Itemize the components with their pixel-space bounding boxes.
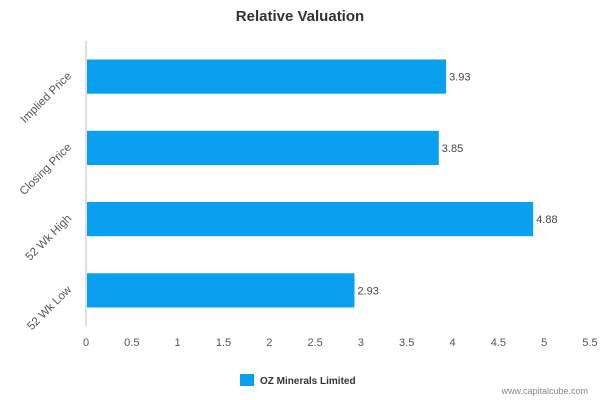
- chart-title: Relative Valuation: [236, 8, 364, 25]
- legend[interactable]: OZ Minerals Limited: [240, 374, 356, 387]
- bars-layer: 3.93 3.85 4.88 2.93: [87, 59, 558, 308]
- x-tick-labels: 0 0.5 1 1.5 2 2.5 3 3.5 4 4.5 5 5.5: [83, 337, 598, 349]
- category-label: Implied Price: [19, 70, 74, 125]
- bar-52-wk-low[interactable]: [87, 273, 355, 308]
- x-tick-label: 3.5: [399, 337, 414, 349]
- bar-implied-price[interactable]: [87, 59, 447, 94]
- x-tick-label: 1.5: [216, 337, 231, 349]
- x-tick-label: 4: [449, 337, 455, 349]
- x-tick-label: 2.5: [307, 337, 322, 349]
- x-tick-label: 0.5: [124, 337, 139, 349]
- data-label: 2.93: [358, 285, 379, 297]
- x-tick-label: 2: [266, 337, 272, 349]
- bar-52-wk-high[interactable]: [87, 202, 534, 237]
- x-tick-label: 5: [541, 337, 547, 349]
- credit-text: www.capitalcube.com: [500, 386, 588, 396]
- legend-label: OZ Minerals Limited: [260, 376, 356, 387]
- x-tick-label: 4.5: [491, 337, 506, 349]
- category-label: 52 Wk Low: [25, 284, 74, 333]
- category-label: 52 Wk High: [24, 213, 75, 264]
- data-label: 3.85: [442, 143, 463, 155]
- data-label: 4.88: [536, 214, 557, 226]
- category-label: Closing Price: [18, 142, 74, 198]
- x-tick-label: 0: [83, 337, 89, 349]
- x-tick-label: 5.5: [582, 337, 597, 349]
- data-label: 3.93: [449, 72, 470, 84]
- category-labels: Implied Price Closing Price 52 Wk High 52 W…: [18, 70, 75, 332]
- legend-swatch: [240, 374, 254, 386]
- bar-closing-price[interactable]: [87, 130, 439, 165]
- x-tick-label: 1: [175, 337, 181, 349]
- x-tick-label: 3: [358, 337, 364, 349]
